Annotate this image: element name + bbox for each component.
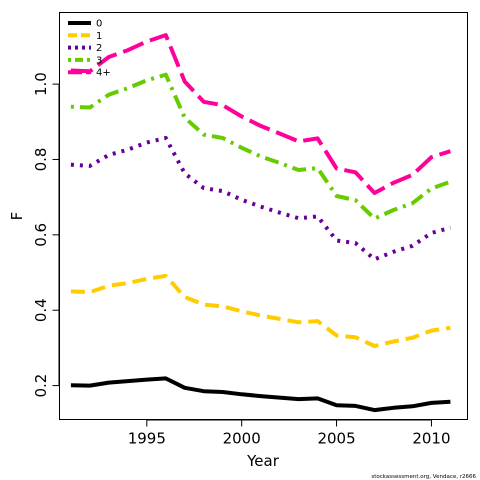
y-tick-label: 0.8 — [32, 148, 50, 172]
series-line-4 — [70, 33, 452, 195]
x-tick-label: 2010 — [412, 430, 450, 448]
series-line-2 — [70, 136, 451, 262]
y-tick-label: 0.4 — [32, 298, 50, 322]
y-tick-label: 0.2 — [32, 374, 50, 398]
y-tick-label: 1.0 — [32, 72, 50, 96]
legend-label: 0 — [96, 19, 102, 30]
y-axis: 0.2 0.4 0.6 0.8 1.0 — [32, 72, 60, 398]
x-axis: 1995 2000 2005 2010 — [128, 419, 451, 448]
series-line-3 — [70, 72, 452, 221]
legend-label: 1 — [96, 31, 102, 42]
legend-label: 2 — [96, 43, 102, 54]
legend-label: 4+ — [96, 68, 111, 79]
y-tick-label: 0.6 — [32, 223, 50, 247]
x-tick-label: 2005 — [317, 430, 355, 448]
y-axis-title: F — [8, 212, 26, 221]
legend-label: 3 — [96, 55, 102, 66]
footnote: stockassessment.org, Vendace, r2666 — [371, 474, 476, 480]
x-tick-label: 1995 — [128, 430, 166, 448]
x-axis-title: Year — [246, 452, 280, 470]
series-line-0 — [70, 376, 451, 413]
plot-frame — [59, 12, 468, 420]
series-lines — [70, 33, 452, 413]
series-line-1 — [70, 273, 451, 348]
x-tick-label: 2000 — [223, 430, 261, 448]
